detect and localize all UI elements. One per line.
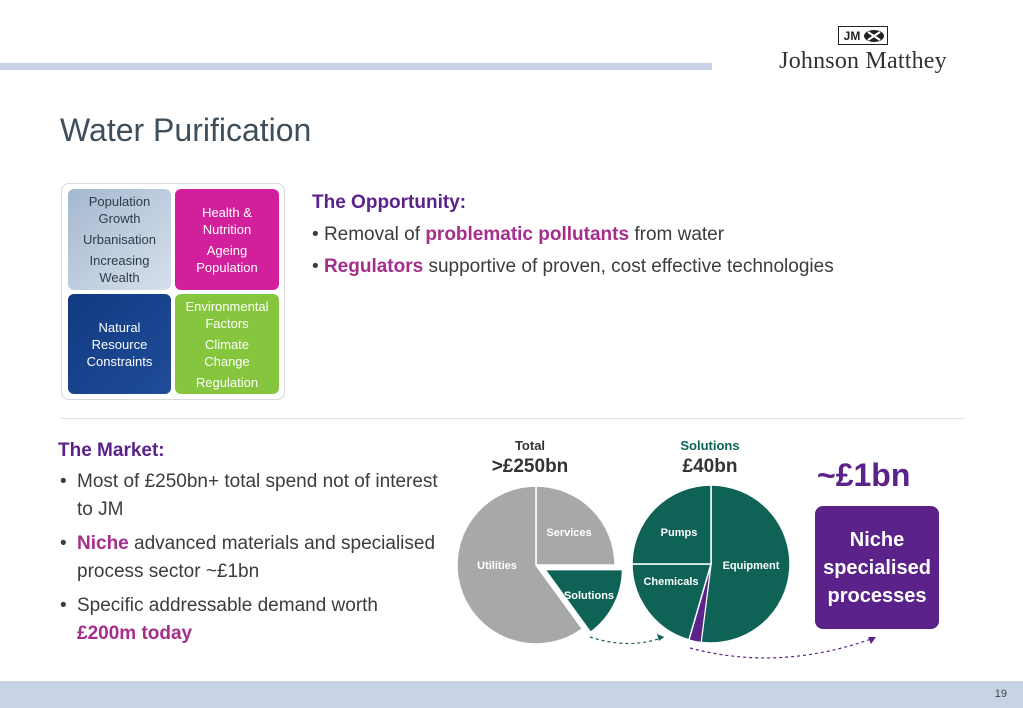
market-section: The Market: • Most of £250bn+ total spend… <box>58 440 438 648</box>
pie-label-pumps: Pumps <box>661 527 698 539</box>
pie-label-services: Services <box>546 527 591 539</box>
pie-slice-equipment <box>700 484 791 644</box>
opportunity-bullet: • Removal of problematic pollutants from… <box>312 224 725 245</box>
driver-label: Regulation <box>195 374 259 390</box>
opportunity-heading: The Opportunity: <box>312 192 467 213</box>
niche-box: Niche specialised processes <box>815 506 939 629</box>
driver-label: Environmental Factors <box>185 298 269 331</box>
total-pie: Services Solutions Utilities <box>456 485 625 645</box>
driver-tile-environment: Environmental Factors Climate Change Reg… <box>175 294 279 394</box>
text-run: from water <box>629 224 725 245</box>
driver-label: Ageing Population <box>196 242 258 275</box>
driver-tile-resources: Natural Resource Constraints <box>68 294 171 394</box>
driver-tile-health: Health & Nutrition Ageing Population <box>175 189 279 290</box>
logo-name: Johnson Matthey <box>779 48 947 74</box>
solutions-pie-title: Solutions <box>680 438 740 453</box>
driver-label: Health & Nutrition <box>202 204 252 237</box>
market-heading: The Market: <box>58 440 165 461</box>
market-bullet: • Most of £250bn+ total spend not of inte… <box>60 471 438 520</box>
logo-mark: JM <box>837 26 889 45</box>
total-pie-title: Total <box>514 438 546 453</box>
text-run: Most of £250bn+ total spend not of inter… <box>77 471 438 520</box>
market-bullet: • Niche advanced materials and specialise… <box>60 533 436 582</box>
pie-slice-utilities <box>456 485 584 645</box>
text-run: supportive of proven, cost effective tec… <box>423 256 834 277</box>
company-logo: JM Johnson Matthey <box>763 26 963 75</box>
pie-slice-chemicals <box>631 563 712 641</box>
opportunity-bullet: • Regulators supportive of proven, cost … <box>312 256 834 277</box>
header-rule <box>0 63 712 70</box>
solutions-pie: Equipment Chemicals Pumps <box>631 484 791 644</box>
driver-label: Climate Change <box>204 336 250 369</box>
driver-label: Natural Resource Constraints <box>86 319 153 369</box>
pie-label-solutions: Solutions <box>564 590 614 602</box>
pie-label-chemicals: Chemicals <box>643 576 698 588</box>
text-run: advanced materials and specialised proce… <box>77 533 436 582</box>
connector-arrow <box>689 637 875 659</box>
solutions-pie-value: £40bn <box>682 456 738 477</box>
highlight-text: Regulators <box>323 256 424 277</box>
hammers-icon <box>864 29 885 42</box>
pie-slice-solutions <box>541 567 625 635</box>
highlight-text: problematic pollutants <box>425 224 630 245</box>
driver-label: Increasing Wealth <box>89 253 150 285</box>
market-bullet: • Specific addressable demand worth £200m… <box>60 595 379 644</box>
highlight-text: Niche <box>77 533 129 554</box>
page-number: 19 <box>994 688 1007 700</box>
page-title: Water Purification <box>60 112 312 148</box>
connector-arrow <box>589 636 665 645</box>
driver-tile-growth: Population Growth Urbanisation Increasin… <box>68 189 171 290</box>
pie-label-utilities: Utilities <box>477 560 517 572</box>
highlight-text: £200m today <box>77 623 193 644</box>
arrow-head <box>868 637 876 644</box>
niche-box-label: Niche specialised processes <box>823 528 931 607</box>
footer-bar: 19 <box>0 681 1023 708</box>
total-pie-value: >£250bn <box>491 456 569 477</box>
opportunity-section: The Opportunity: • Removal of problemati… <box>312 192 834 278</box>
logo-mark-text: JM <box>843 28 861 43</box>
niche-value: ~£1bn <box>817 457 911 493</box>
pie-slice-pumps <box>631 484 712 565</box>
arrow-head <box>657 634 664 641</box>
section-divider <box>60 418 965 419</box>
pie-label-equipment: Equipment <box>723 560 780 572</box>
text-run: Specific addressable demand worth <box>77 595 379 616</box>
drivers-grid: Population Growth Urbanisation Increasin… <box>61 183 285 400</box>
driver-label: Population Growth <box>88 194 151 226</box>
pie-slice-services <box>535 485 616 566</box>
text-run: Removal of <box>323 224 426 245</box>
driver-label: Urbanisation <box>83 232 156 247</box>
